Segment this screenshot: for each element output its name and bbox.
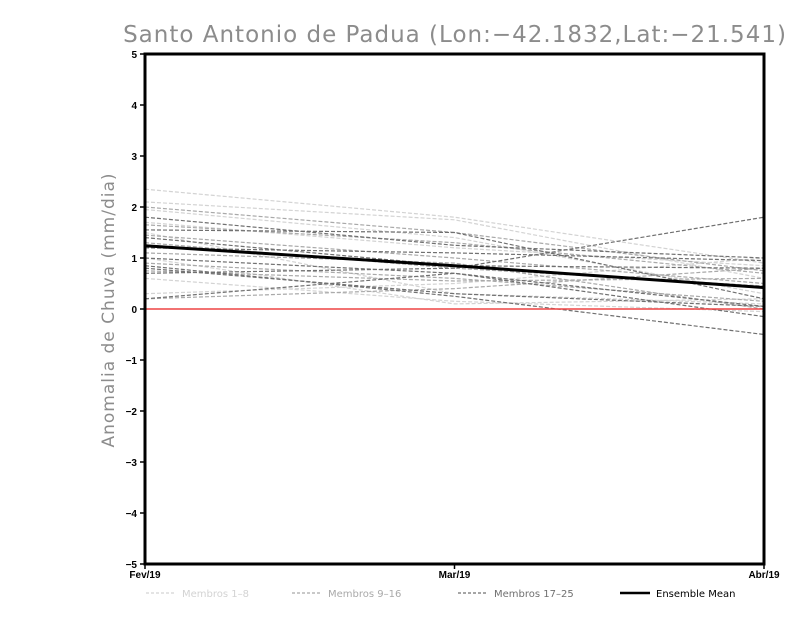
member-line-g2-1 [144, 206, 765, 272]
x-axis-ticks: Fev/19 Mar/19 Abr/19 [129, 564, 780, 581]
member-line-g1-2 [144, 201, 765, 279]
legend-label: Ensemble Mean [656, 589, 735, 600]
member-line-g3-4 [144, 247, 765, 262]
series-lines [144, 188, 765, 336]
member-line-g3-3 [144, 237, 765, 269]
y-tick-label: 4 [131, 101, 137, 112]
chart-title: Santo Antonio de Padua (Lon:−42.1832,Lat… [123, 22, 787, 48]
legend-label: Membros 17–25 [494, 589, 574, 600]
member-line-g3-2 [144, 229, 765, 300]
legend-label: Membros 1–8 [182, 589, 249, 600]
member-line-g3-7 [144, 267, 765, 307]
legend-label: Membros 9–16 [328, 589, 401, 600]
y-tick-label: −5 [126, 560, 138, 571]
legend: Membros 1–8 Membros 9–16 Membros 17–25 Ense… [146, 589, 735, 600]
member-line-g3-9 [144, 272, 765, 307]
y-tick-label: 2 [131, 203, 137, 214]
y-tick-label: −1 [126, 356, 138, 367]
member-line-g1-3 [144, 208, 765, 295]
member-line-g2-8 [144, 267, 765, 300]
ensemble-mean-line [144, 244, 765, 290]
x-tick-label: Fev/19 [129, 570, 161, 581]
y-tick-label: −2 [126, 407, 138, 418]
member-line-g3-6 [144, 265, 765, 336]
y-axis-label: Anomalia de Chuva (mm/dia) [99, 172, 119, 447]
member-line-g1-1 [144, 188, 765, 264]
member-line-g2-6 [144, 262, 765, 302]
member-line-g3-1 [144, 216, 765, 259]
ensemble-mean-layer [144, 244, 765, 290]
y-tick-label: −4 [126, 509, 138, 520]
x-tick-label: Abr/19 [748, 570, 780, 581]
member-line-g3-8 [144, 216, 765, 274]
x-tick-label: Mar/19 [439, 570, 471, 581]
y-tick-label: 5 [131, 50, 137, 61]
y-tick-label: 3 [131, 152, 137, 163]
plot-frame [143, 52, 766, 566]
member-line-g1-7 [144, 277, 765, 313]
y-tick-label: 0 [131, 305, 137, 316]
y-axis-ticks: −5 −4 −3 −2 −1 0 1 2 3 4 5 [126, 50, 145, 571]
y-tick-label: −3 [126, 458, 138, 469]
member-line-g1-6 [144, 257, 765, 305]
y-tick-label: 1 [131, 254, 137, 265]
